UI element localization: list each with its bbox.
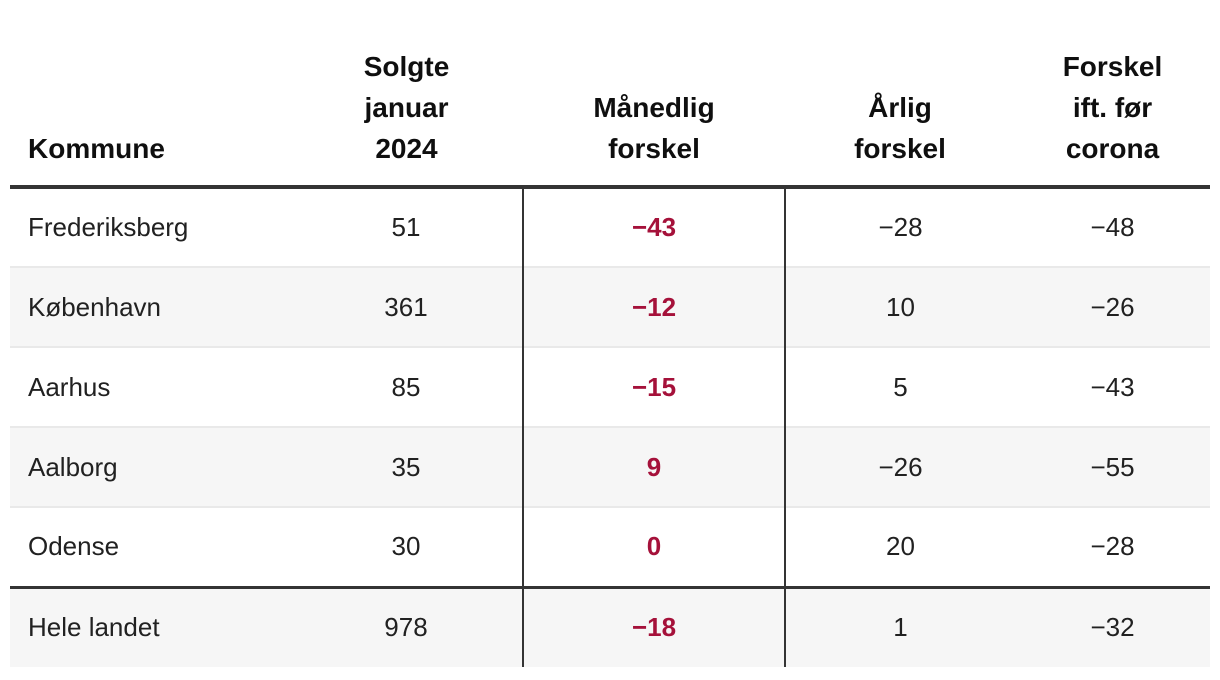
cell-maanedlig-forskel: −12 [522,266,786,347]
table-row: København 361 −12 10 −26 [10,266,1210,347]
cell-aarlig-forskel: −26 [785,426,1015,507]
cell-forskel-foer-corona: −28 [1015,506,1210,587]
sales-table: Kommune Solgte januar 2024 Månedlig fors… [10,0,1210,667]
cell-kommune: Hele landet [10,585,290,667]
cell-forskel-foer-corona: −55 [1015,426,1210,507]
cell-forskel-foer-corona: −43 [1015,346,1210,427]
cell-aarlig-forskel: 5 [785,346,1015,427]
cell-aarlig-forskel: 20 [785,506,1015,587]
sales-table-container: Kommune Solgte januar 2024 Månedlig fors… [10,0,1210,667]
table-header: Kommune Solgte januar 2024 Månedlig fors… [10,0,1210,189]
cell-kommune: Odense [10,506,290,587]
cell-maanedlig-forskel: 9 [522,426,786,507]
cell-kommune: København [10,266,290,347]
table-row: Aarhus 85 −15 5 −43 [10,346,1210,427]
cell-kommune: Frederiksberg [28,212,189,242]
cell-solgte-januar-2024: 30 [290,506,523,587]
table-row: Odense 30 0 20 −28 [10,506,1210,587]
cell-forskel-foer-corona: −32 [1015,585,1210,667]
cell-forskel-foer-corona: −26 [1015,266,1210,347]
header-row: Kommune Solgte januar 2024 Månedlig fors… [10,0,1210,189]
cell-maanedlig-forskel: −43 [522,187,786,267]
cell-solgte-januar-2024: 35 [290,426,523,507]
cell-kommune: Aalborg [10,426,290,507]
table-row: Hele landet 978 −18 1 −32 [10,585,1210,667]
header-solgte-januar-2024: Solgte januar 2024 [290,0,523,189]
cell-maanedlig-forskel: −18 [522,585,786,667]
cell-maanedlig-forskel: −15 [522,346,786,427]
cell-solgte-januar-2024: 51 [391,212,421,242]
header-forskel-foer-corona: Forskel ift. før corona [1015,0,1210,189]
cell-maanedlig-forskel: 0 [522,506,786,587]
cell-solgte-januar-2024: 85 [290,346,523,427]
cell-aarlig-forskel: −28 [878,212,923,242]
header-maanedlig-forskel: Månedlig forskel [523,0,785,189]
table-body: Frederiksberg 51 −43 −28 −48 København 3… [10,187,1210,667]
cell-aarlig-forskel: 10 [785,266,1015,347]
cell-forskel-foer-corona: −48 [1090,212,1135,242]
header-kommune: Kommune [10,0,290,189]
table-row: Frederiksberg 51 −43 −28 −48 [10,187,1210,267]
cell-solgte-januar-2024: 978 [290,585,523,667]
table-row: Aalborg 35 9 −26 −55 [10,426,1210,507]
cell-kommune: Aarhus [10,346,290,427]
cell-aarlig-forskel: 1 [785,585,1015,667]
cell-solgte-januar-2024: 361 [290,266,523,347]
header-aarlig-forskel: Årlig forskel [785,0,1015,189]
